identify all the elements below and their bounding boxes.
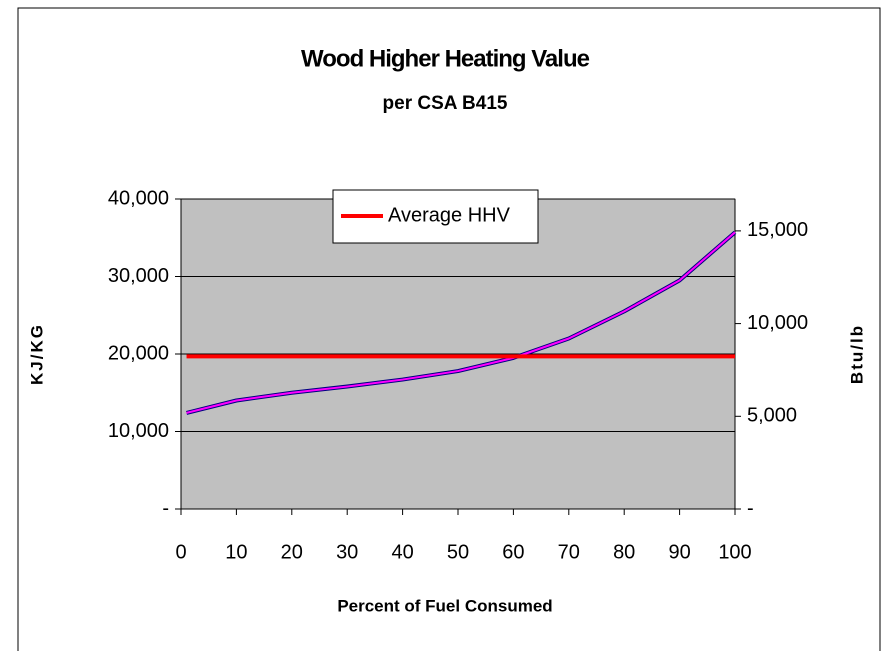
y-tick-label: 30,000	[108, 265, 169, 287]
x-tick-label: 60	[502, 541, 524, 563]
x-tick-label: 10	[225, 541, 247, 563]
x-tick-label: 70	[558, 541, 580, 563]
x-tick-label: 0	[175, 541, 186, 563]
x-tick-label: 40	[391, 541, 413, 563]
x-tick-label: 90	[668, 541, 690, 563]
chart-subtitle: per CSA B415	[383, 93, 508, 114]
legend-label: Average HHV	[388, 204, 511, 226]
x-tick-label: 50	[447, 541, 469, 563]
y-tick-label: -	[162, 497, 169, 519]
y-axis-label: KJ/KG	[27, 323, 46, 385]
x-tick-label: 20	[281, 541, 303, 563]
y2-tick-label: 5,000	[747, 405, 797, 427]
x-axis-label: Percent of Fuel Consumed	[337, 596, 552, 615]
data-line	[186, 231, 736, 414]
x-tick-label: 80	[613, 541, 635, 563]
y2-tick-label: -	[747, 497, 754, 519]
y2-tick-label: 10,000	[747, 312, 808, 334]
x-tick-label: 100	[718, 541, 751, 563]
y-tick-label: 40,000	[108, 187, 169, 209]
y2-axis-label: Btu/lb	[847, 324, 866, 384]
y-tick-label: 20,000	[108, 342, 169, 364]
x-tick-label: 30	[336, 541, 358, 563]
y-tick-label: 10,000	[108, 420, 169, 442]
y2-tick-label: 15,000	[747, 219, 808, 241]
chart-title: Wood Higher Heating Value	[301, 45, 590, 72]
